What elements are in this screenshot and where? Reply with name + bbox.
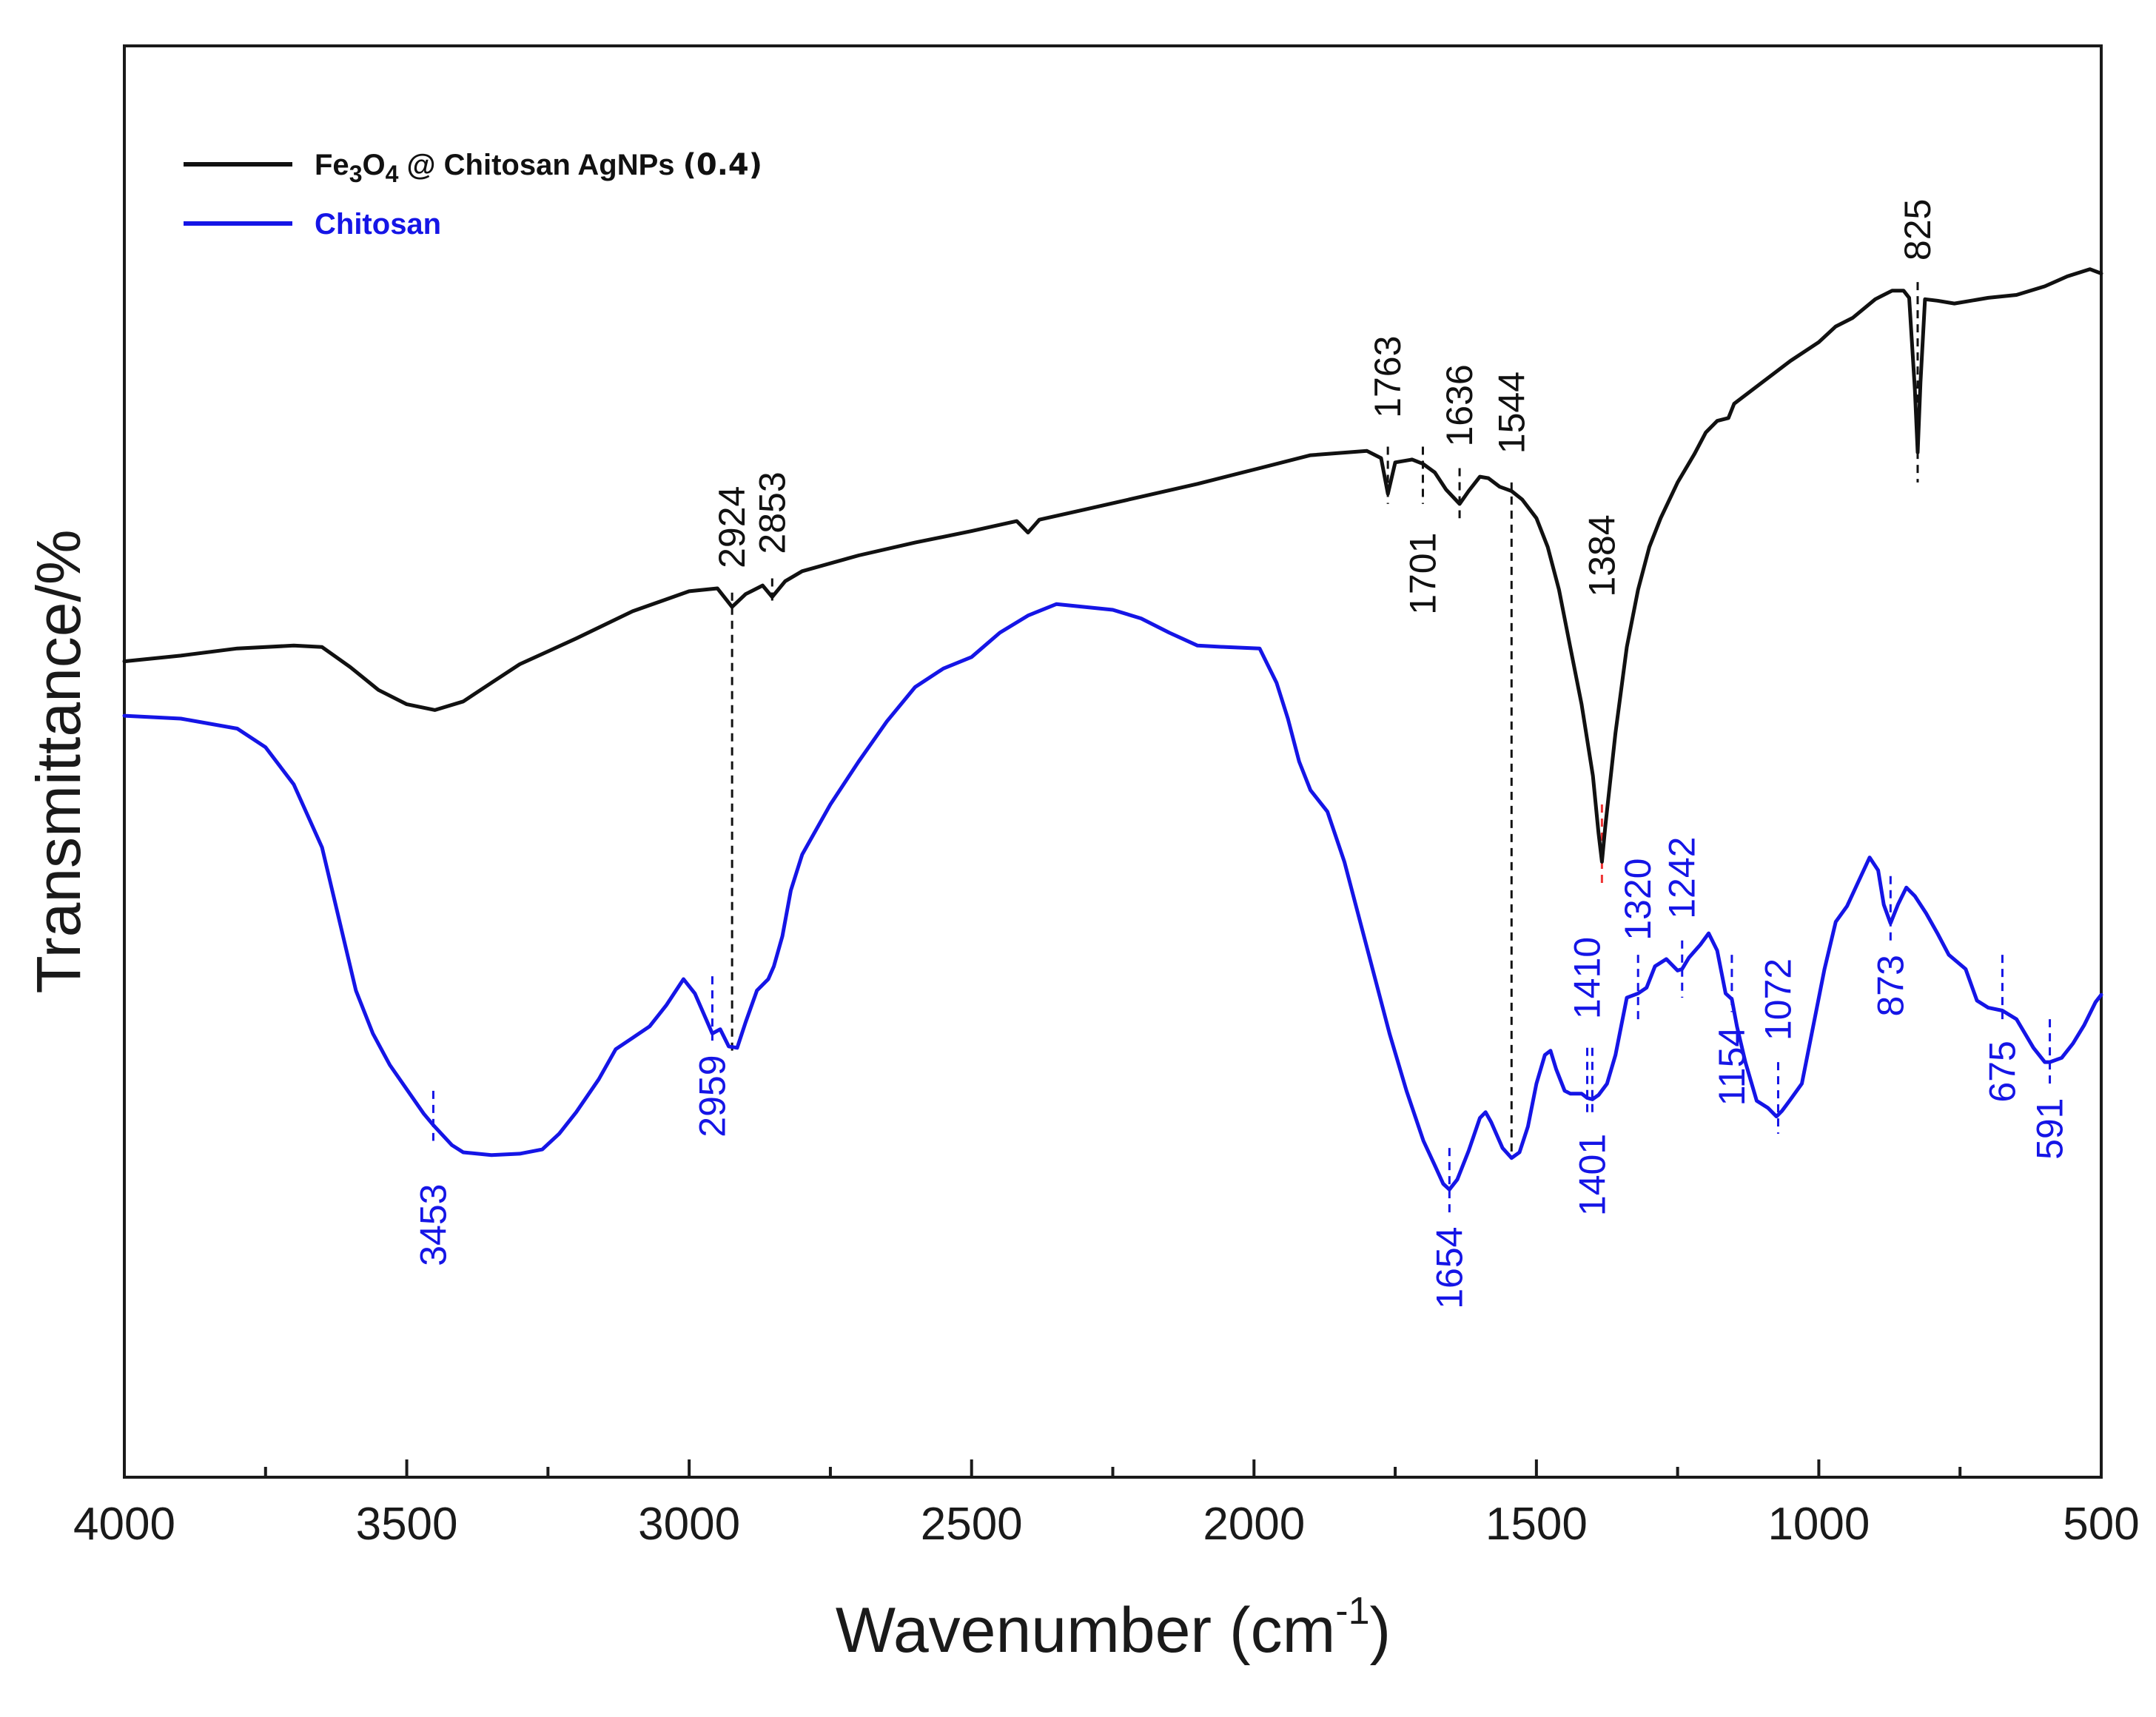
x-axis-title-close: ) xyxy=(1370,1595,1391,1666)
legend-o: O xyxy=(362,149,385,181)
legend: Fe3O4 @ Chitosan AgNPs (0.4) Chitosan xyxy=(184,148,762,241)
x-tick-label-1500: 1500 xyxy=(1485,1499,1588,1550)
peak-label-2853: 2853 xyxy=(751,471,793,554)
x-tick-label-2000: 2000 xyxy=(1203,1499,1305,1550)
peak-label-1763: 1763 xyxy=(1367,336,1408,418)
peak-label-1242: 1242 xyxy=(1662,837,1703,919)
x-axis-title-sup: -1 xyxy=(1335,1590,1369,1633)
peak-label-1544: 1544 xyxy=(1491,372,1532,454)
y-axis-title: Transmittance/% xyxy=(24,529,93,993)
x-tick-label-500: 500 xyxy=(2063,1499,2139,1550)
series-line-chitosan xyxy=(122,602,2103,1192)
peak-label-591: 591 xyxy=(2029,1098,2071,1159)
peak-label-1384: 1384 xyxy=(1581,514,1622,597)
x-axis-title-main: Wavenumber (cm xyxy=(836,1595,1335,1666)
peak-label-675: 675 xyxy=(1981,1041,2023,1102)
x-tick-label-1000: 1000 xyxy=(1767,1499,1870,1550)
peak-label-2959: 2959 xyxy=(691,1055,733,1137)
peak-label-3453: 3453 xyxy=(412,1184,454,1266)
legend-ratio: (0.4) xyxy=(683,148,762,182)
peak-label-1072: 1072 xyxy=(1757,958,1799,1041)
series-line-fe3o4-chitosan-agnps xyxy=(122,267,2103,864)
series-lines xyxy=(122,267,2103,1192)
x-tick-label-3000: 3000 xyxy=(638,1499,740,1550)
legend-sub-4: 4 xyxy=(386,161,399,187)
peak-label-2924: 2924 xyxy=(711,486,753,568)
legend-sub-3: 3 xyxy=(349,161,363,187)
legend-mid: @ Chitosan AgNPs xyxy=(398,149,682,181)
peak-label-825: 825 xyxy=(1897,199,1938,261)
x-axis-title: Wavenumber (cm-1) xyxy=(836,1590,1391,1666)
legend-label-black: Fe3O4 @ Chitosan AgNPs (0.4) xyxy=(315,148,762,187)
peak-label-1320: 1320 xyxy=(1617,858,1659,941)
peak-label-1701: 1701 xyxy=(1402,533,1443,615)
legend-fe: Fe xyxy=(315,149,349,181)
x-tick-label-4000: 4000 xyxy=(73,1499,175,1550)
peak-label-873: 873 xyxy=(1870,955,1911,1016)
x-axis-ticks: 4000 3500 3000 2500 2000 1500 1000 500 xyxy=(73,1459,2140,1550)
peak-label-1636: 1636 xyxy=(1439,364,1480,446)
peak-label-1410: 1410 xyxy=(1567,937,1608,1019)
legend-label-blue: Chitosan xyxy=(315,208,441,241)
peak-label-1401: 1401 xyxy=(1571,1134,1613,1216)
x-tick-label-3500: 3500 xyxy=(356,1499,458,1550)
x-tick-label-2500: 2500 xyxy=(921,1499,1023,1550)
peak-label-1654: 1654 xyxy=(1428,1227,1470,1309)
